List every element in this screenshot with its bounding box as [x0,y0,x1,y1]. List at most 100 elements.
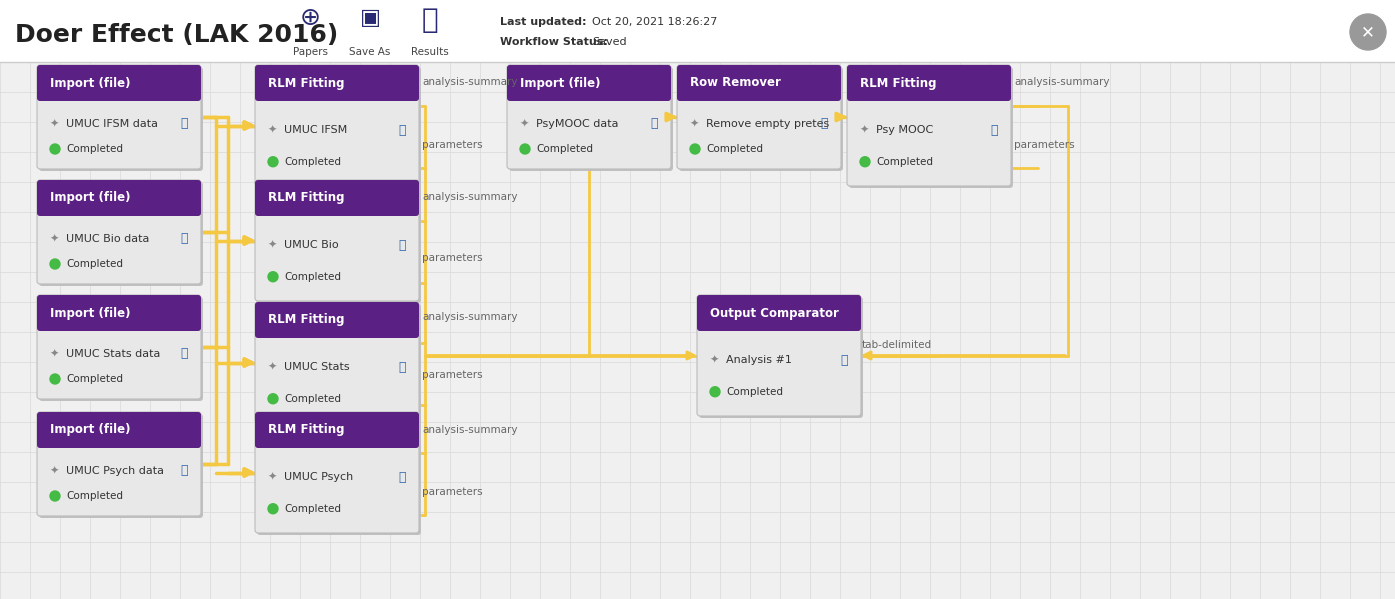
Text: ⌕: ⌕ [650,117,658,131]
Bar [40,83,198,98]
Text: ✦: ✦ [268,362,276,373]
Text: analysis-summary: analysis-summary [423,425,518,435]
Bar [700,313,858,328]
FancyBboxPatch shape [677,65,841,169]
FancyBboxPatch shape [257,414,421,535]
FancyBboxPatch shape [677,65,841,101]
Bar [511,83,668,98]
Text: analysis-summary: analysis-summary [423,192,518,202]
Bar [40,198,198,213]
Text: UMUC Stats: UMUC Stats [285,362,350,373]
Text: UMUC Stats data: UMUC Stats data [66,349,160,359]
Bar [258,198,416,213]
Text: ✦: ✦ [689,119,699,129]
Text: RLM Fitting: RLM Fitting [268,313,345,326]
Text: ✦: ✦ [519,119,529,129]
FancyBboxPatch shape [38,295,201,399]
Text: Import (file): Import (file) [520,77,600,89]
Text: Psy MOOC: Psy MOOC [876,125,933,135]
Text: analysis-summary: analysis-summary [423,312,518,322]
FancyBboxPatch shape [698,295,861,331]
Text: Completed: Completed [536,144,593,154]
Text: Completed: Completed [285,394,340,404]
Text: Completed: Completed [285,157,340,167]
Text: ⌕: ⌕ [180,464,188,477]
FancyBboxPatch shape [257,304,421,425]
Text: Import (file): Import (file) [50,192,131,204]
FancyBboxPatch shape [39,182,204,286]
Text: ✦: ✦ [268,125,276,135]
FancyBboxPatch shape [255,180,418,216]
FancyBboxPatch shape [38,180,201,216]
FancyBboxPatch shape [255,302,418,338]
Text: RLM Fitting: RLM Fitting [268,423,345,437]
Circle shape [268,394,278,404]
Text: ✦: ✦ [268,472,276,482]
Text: ✦: ✦ [859,125,869,135]
Text: Analysis #1: Analysis #1 [725,355,792,365]
Text: ✦: ✦ [709,355,718,365]
FancyBboxPatch shape [257,67,421,188]
Text: UMUC Psych: UMUC Psych [285,472,353,482]
FancyBboxPatch shape [38,65,201,169]
FancyBboxPatch shape [38,412,201,448]
Text: ⌕: ⌕ [398,124,406,137]
Text: ⌕: ⌕ [990,124,997,137]
Circle shape [50,144,60,154]
Text: parameters: parameters [423,487,483,497]
FancyBboxPatch shape [699,297,864,418]
Text: ✦: ✦ [49,119,59,129]
Text: PsyMOOC data: PsyMOOC data [536,119,618,129]
Bar [0,0,1395,62]
Text: ⌕: ⌕ [180,117,188,131]
Text: ⌕: ⌕ [421,6,438,34]
Text: tab-delimited: tab-delimited [862,340,932,350]
Text: Workflow Status:: Workflow Status: [499,37,608,47]
Text: RLM Fitting: RLM Fitting [859,77,936,89]
Text: RLM Fitting: RLM Fitting [268,77,345,89]
Text: ⌕: ⌕ [398,471,406,484]
Text: Doer Effect (LAK 2016): Doer Effect (LAK 2016) [15,23,338,47]
Text: ⌕: ⌕ [820,117,827,131]
Circle shape [691,144,700,154]
Circle shape [268,157,278,167]
Text: parameters: parameters [423,140,483,150]
Bar [258,83,416,98]
Circle shape [268,272,278,282]
Text: parameters: parameters [1014,140,1074,150]
Text: Results: Results [412,47,449,57]
Bar [258,320,416,335]
FancyBboxPatch shape [698,295,861,416]
FancyBboxPatch shape [39,67,204,171]
Text: ⌕: ⌕ [840,354,848,367]
FancyBboxPatch shape [38,65,201,101]
FancyBboxPatch shape [257,182,421,303]
Text: Completed: Completed [876,157,933,167]
Text: UMUC Psych data: UMUC Psych data [66,466,165,476]
FancyBboxPatch shape [38,412,201,516]
Circle shape [50,491,60,501]
Text: Output Comparator: Output Comparator [710,307,838,319]
Bar [0,62,1395,599]
Circle shape [50,374,60,384]
FancyBboxPatch shape [255,65,418,101]
Text: UMUC Bio data: UMUC Bio data [66,234,149,244]
Circle shape [1350,14,1387,50]
Text: Completed: Completed [66,259,123,269]
FancyBboxPatch shape [850,67,1013,188]
Circle shape [50,259,60,269]
Text: ✦: ✦ [49,466,59,476]
Bar [850,83,1009,98]
Text: Save As: Save As [349,47,391,57]
FancyBboxPatch shape [847,65,1011,186]
Text: Completed: Completed [66,374,123,384]
FancyBboxPatch shape [255,180,418,301]
Text: ✦: ✦ [49,234,59,244]
Text: ▣: ▣ [360,8,381,28]
FancyBboxPatch shape [509,67,672,171]
Text: UMUC Bio: UMUC Bio [285,240,339,250]
Text: UMUC IFSM data: UMUC IFSM data [66,119,158,129]
Bar [258,430,416,445]
FancyBboxPatch shape [38,295,201,331]
Text: ⌕: ⌕ [180,232,188,246]
